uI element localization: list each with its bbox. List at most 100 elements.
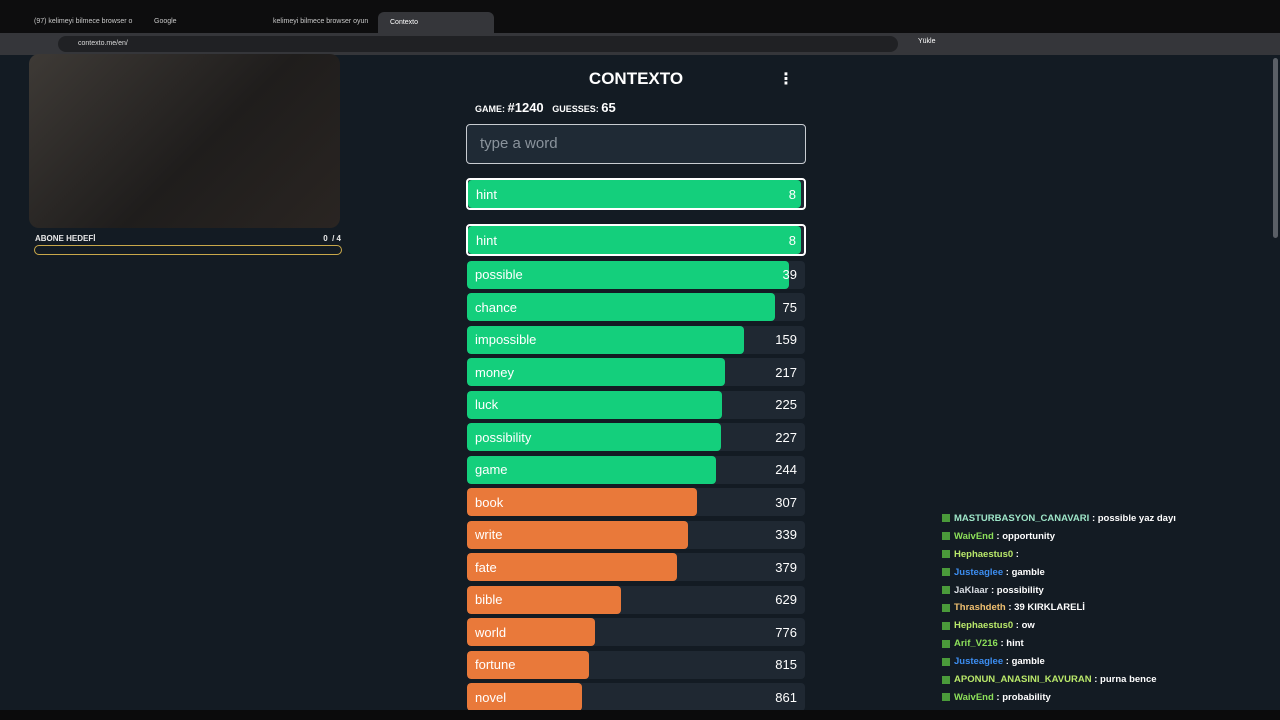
guess-bar <box>467 520 689 549</box>
guess-bar <box>467 618 596 646</box>
chat-text: : 39 KIRKLARELİ <box>1008 602 1085 614</box>
chat-text: : probability <box>996 691 1051 703</box>
guess-bar <box>467 293 775 321</box>
guess-bar <box>467 683 583 711</box>
guess-row: chance 75 <box>467 293 805 321</box>
guess-row: hint 8 <box>466 178 806 210</box>
chat-user: Hephaestus0 <box>954 620 1014 632</box>
chat-badge <box>942 693 950 702</box>
word-input[interactable]: type a word <box>466 124 806 164</box>
guess-bar <box>467 325 745 354</box>
chat-user: JaKlaar <box>954 584 989 596</box>
chat-user: Hephaestus0 <box>954 548 1014 560</box>
scrollbar[interactable] <box>1273 58 1278 238</box>
chat-message: WaivEnd : probability <box>942 689 1272 707</box>
chat-text: : gamble <box>1005 566 1045 578</box>
guess-word: book <box>475 494 504 510</box>
guess-bar <box>468 180 801 208</box>
guess-bar <box>468 226 801 254</box>
tab[interactable]: Google <box>154 18 177 25</box>
guess-word: fortune <box>475 657 516 672</box>
tab[interactable]: kelimeyi bilmece browser oyun <box>273 18 369 25</box>
guess-bar <box>467 488 698 516</box>
guess-rank: 244 <box>775 462 797 477</box>
guess-bar <box>467 585 621 614</box>
guess-rank: 8 <box>788 186 796 202</box>
chat-badge <box>942 514 950 523</box>
chat-text: : opportunity <box>996 530 1055 542</box>
guess-row: book 307 <box>467 488 805 516</box>
chat-message: APONUN_ANASINI_KAVURAN : purna bence <box>942 671 1272 689</box>
chat-badge <box>942 639 950 648</box>
tab-strip: (97) kelimeyi bilmece browser o Google k… <box>0 0 1280 33</box>
guess-row: impossible 159 <box>467 325 805 354</box>
webcam <box>29 54 340 228</box>
chat-user: Thrashdeth <box>954 602 1006 614</box>
chat-badge <box>942 532 950 541</box>
goal-total: / 4 <box>332 234 341 243</box>
guess-rank: 629 <box>775 592 797 607</box>
guess-bar <box>467 260 789 289</box>
guess-rank: 75 <box>782 299 797 315</box>
install-button[interactable]: Yükle <box>918 38 936 45</box>
guess-rank: 307 <box>775 494 797 510</box>
guess-rank: 225 <box>775 397 797 412</box>
guess-row: possible 39 <box>467 260 805 289</box>
chat-user: APONUN_ANASINI_KAVURAN <box>954 674 1092 686</box>
guesses-count: 65 <box>601 100 616 115</box>
chat-message: Justeaglee : gamble <box>942 564 1272 582</box>
chat-message: WaivEnd : opportunity <box>942 528 1272 546</box>
tab[interactable]: (97) kelimeyi bilmece browser o <box>34 18 133 25</box>
chat-badge <box>942 550 950 559</box>
goal-label: ABONE HEDEFİ <box>35 234 96 243</box>
guess-rank: 159 <box>775 332 797 347</box>
guess-rank: 39 <box>782 267 797 282</box>
chat-text: : ow <box>1015 620 1035 632</box>
toolbar: contexto.me/en/ Yükle <box>0 33 1280 55</box>
address-bar[interactable]: contexto.me/en/ <box>58 36 898 52</box>
chat-user: Justeaglee <box>954 656 1004 668</box>
guess-word: luck <box>475 397 499 412</box>
chat-user: Arif_V216 <box>954 638 998 650</box>
chat-badge <box>942 603 950 612</box>
taskbar-edge <box>0 710 1280 720</box>
guess-word: novel <box>475 689 507 705</box>
tab[interactable]: Contexto <box>378 12 494 33</box>
chat-text: : gamble <box>1005 656 1045 668</box>
guess-rank: 815 <box>775 657 797 672</box>
game-info: GAME: #1240 GUESSES: 65 <box>475 100 622 115</box>
chat-badge <box>942 586 950 595</box>
chat-text: : possible yaz dayı <box>1091 513 1176 524</box>
game-title: CONTEXTO <box>588 69 684 88</box>
guess-row: world 776 <box>467 618 805 646</box>
guess-rank: 8 <box>788 232 796 248</box>
goal: ABONE HEDEFİ 0 / 4 <box>35 234 341 243</box>
menu-button[interactable]: ⋮ <box>778 71 794 88</box>
chat-text: : <box>1015 548 1019 560</box>
guess-word: bible <box>475 592 503 607</box>
chat-user: MASTURBASYON_CANAVARI <box>954 513 1090 524</box>
goal-count: 0 / 4 <box>323 234 341 243</box>
chat-text: : purna bence <box>1094 674 1157 686</box>
chat: MASTURBASYON_CANAVARI : possible yaz day… <box>942 510 1272 707</box>
guess-word: game <box>475 462 508 477</box>
guess-word: possibility <box>475 429 532 445</box>
guess-word: hint <box>476 186 497 202</box>
guess-word: write <box>475 527 503 542</box>
guess-word: hint <box>476 232 497 248</box>
guess-rank: 339 <box>775 527 797 542</box>
game-label: GAME: <box>475 104 505 114</box>
chat-text: : possibility <box>990 584 1044 596</box>
guess-rank: 776 <box>775 624 797 640</box>
guess-word: money <box>475 364 515 380</box>
guess-bar <box>467 358 725 386</box>
guess-rank: 379 <box>775 559 797 575</box>
guesses-label: GUESSES: <box>552 104 599 114</box>
chat-user: WaivEnd <box>954 691 994 703</box>
guess-row: possibility 227 <box>467 423 805 451</box>
guess-row: luck 225 <box>467 390 805 419</box>
guess-bar <box>467 390 723 419</box>
chat-badge <box>942 621 950 630</box>
